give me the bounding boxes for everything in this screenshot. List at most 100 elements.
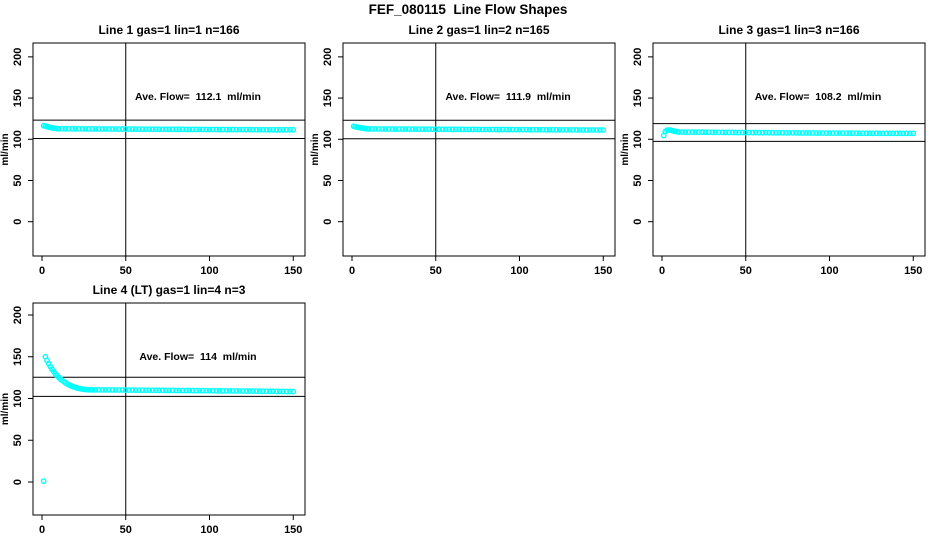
data-point bbox=[846, 130, 853, 137]
data-point bbox=[546, 126, 553, 133]
data-point bbox=[82, 125, 89, 132]
x-axis-tick-label: 0 bbox=[349, 265, 355, 277]
data-point bbox=[179, 387, 186, 394]
data-point bbox=[873, 130, 880, 137]
x-axis-tick-label: 50 bbox=[740, 265, 752, 277]
data-point bbox=[806, 130, 813, 136]
data-point bbox=[196, 126, 203, 133]
panel-4-title: Line 4 (LT) gas=1 lin=4 n=3 bbox=[92, 283, 246, 297]
data-point bbox=[409, 126, 416, 133]
panel-1-flow-annotation: Ave. Flow= 112.1 ml/min bbox=[135, 91, 261, 103]
data-point bbox=[280, 388, 287, 395]
data-point bbox=[163, 387, 169, 394]
data-point bbox=[159, 387, 166, 394]
data-point bbox=[746, 129, 752, 136]
x-axis-tick-label: 150 bbox=[594, 265, 612, 277]
data-point bbox=[146, 126, 153, 133]
data-point bbox=[543, 126, 550, 133]
data-point bbox=[679, 129, 685, 135]
y-axis-label: ml/min bbox=[0, 393, 11, 425]
data-point bbox=[216, 387, 223, 394]
data-point bbox=[183, 387, 189, 394]
data-point bbox=[372, 125, 379, 132]
y-axis-tick-label: 0 bbox=[632, 219, 644, 225]
y-axis-tick-label: 150 bbox=[12, 348, 24, 366]
data-point bbox=[709, 129, 716, 136]
y-axis-tick-label: 150 bbox=[632, 89, 644, 107]
panel-2-title: Line 2 gas=1 lin=2 n=165 bbox=[408, 23, 550, 37]
data-point bbox=[286, 126, 293, 133]
data-point bbox=[499, 126, 506, 133]
data-point bbox=[99, 126, 106, 132]
data-point bbox=[910, 130, 917, 137]
data-point bbox=[156, 387, 163, 394]
data-point bbox=[439, 126, 446, 133]
data-point bbox=[75, 125, 82, 132]
data-point bbox=[523, 126, 530, 133]
data-point bbox=[739, 129, 746, 136]
data-point bbox=[256, 388, 263, 395]
data-point bbox=[692, 129, 699, 136]
data-point bbox=[62, 125, 69, 132]
data-point bbox=[233, 388, 240, 394]
data-point bbox=[263, 388, 270, 395]
data-point bbox=[833, 130, 840, 136]
data-point bbox=[556, 126, 563, 133]
y-axis-tick-label: 0 bbox=[12, 219, 24, 225]
data-point bbox=[756, 129, 763, 136]
y-axis-tick-label: 200 bbox=[632, 48, 644, 66]
y-axis: 0 50 100 150 200 bbox=[12, 306, 33, 485]
x-axis-tick-label: 0 bbox=[39, 524, 45, 536]
data-point bbox=[119, 387, 126, 393]
data-point bbox=[240, 388, 246, 394]
y-axis-tick-label: 150 bbox=[322, 89, 334, 107]
data-point bbox=[533, 126, 540, 133]
data-point bbox=[729, 129, 736, 136]
data-point bbox=[466, 126, 473, 133]
data-point bbox=[156, 126, 163, 133]
data-point bbox=[40, 478, 47, 485]
data-point bbox=[159, 126, 166, 133]
data-point bbox=[246, 126, 253, 133]
y-axis-tick-label: 50 bbox=[12, 174, 24, 186]
data-point bbox=[456, 126, 463, 133]
data-point bbox=[106, 126, 112, 132]
data-point bbox=[196, 387, 203, 394]
data-point bbox=[580, 127, 587, 133]
y-axis-label: ml/min bbox=[620, 133, 631, 165]
data-point bbox=[369, 125, 375, 132]
panel-4: 0 50 100 150 0 50 100 150 200 ml/min bbox=[0, 302, 306, 536]
data-point bbox=[586, 127, 593, 133]
data-point bbox=[759, 129, 766, 136]
data-point bbox=[112, 387, 119, 393]
data-point bbox=[290, 126, 297, 133]
data-point bbox=[253, 126, 260, 133]
y-axis: 0 50 100 150 200 bbox=[322, 48, 343, 225]
data-point bbox=[119, 126, 126, 132]
y-axis-tick-label: 50 bbox=[322, 174, 334, 186]
data-point bbox=[793, 129, 799, 136]
y-axis-tick-label: 200 bbox=[322, 48, 334, 66]
data-point bbox=[436, 126, 442, 133]
data-point bbox=[55, 125, 62, 132]
data-point bbox=[260, 126, 266, 133]
data-point bbox=[106, 386, 112, 393]
data-point bbox=[129, 387, 136, 393]
data-point bbox=[516, 126, 523, 133]
data-point bbox=[375, 126, 382, 132]
data-point bbox=[476, 126, 483, 133]
data-point bbox=[883, 130, 890, 137]
y-axis: 0 50 100 150 200 bbox=[632, 48, 653, 225]
data-point bbox=[432, 126, 439, 133]
data-point bbox=[486, 126, 493, 133]
data-point bbox=[870, 130, 876, 137]
x-axis: 0 50 100 150 bbox=[659, 256, 922, 277]
data-point bbox=[479, 126, 486, 133]
panel-4-flow-annotation: Ave. Flow= 114 ml/min bbox=[139, 351, 257, 363]
data-point bbox=[446, 126, 453, 133]
data-point bbox=[385, 126, 392, 132]
x-axis: 0 50 100 150 bbox=[349, 256, 612, 277]
data-point bbox=[823, 130, 830, 136]
data-point bbox=[469, 126, 476, 133]
